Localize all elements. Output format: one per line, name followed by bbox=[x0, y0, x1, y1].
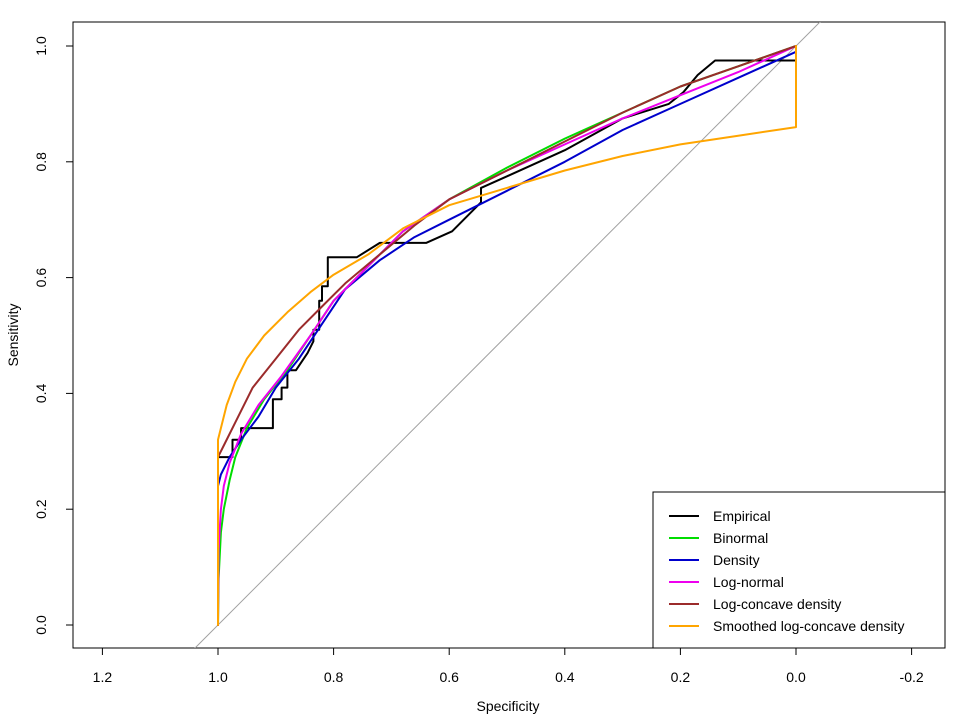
series-line-log-concave-density bbox=[217, 45, 797, 626]
legend-label-density: Density bbox=[713, 552, 760, 568]
legend-label-log-normal: Log-normal bbox=[713, 574, 784, 590]
legend-label-empirical: Empirical bbox=[713, 508, 771, 524]
x-tick-label: 0.0 bbox=[786, 669, 806, 685]
legend: Empirical Binormal Density Log-normal Log-co… bbox=[652, 491, 946, 649]
legend-label-smoothed-log-concave-density: Smoothed log-concave density bbox=[713, 618, 904, 634]
x-axis-title: Specificity bbox=[476, 698, 539, 714]
x-tick-label: 0.2 bbox=[671, 669, 691, 685]
y-axis-title: Sensitivity bbox=[5, 303, 21, 366]
series-line-smoothed-log-concave-density bbox=[217, 45, 797, 626]
x-tick-label: -0.2 bbox=[900, 669, 924, 685]
x-tick-label: 1.2 bbox=[93, 669, 113, 685]
y-axis: 0.0 0.2 0.4 0.6 0.8 1.0 bbox=[33, 36, 73, 635]
series-line-density bbox=[217, 50, 797, 487]
x-tick-label: 0.4 bbox=[555, 669, 575, 685]
x-tick-label: 0.6 bbox=[439, 669, 459, 685]
y-tick-label: 1.0 bbox=[33, 36, 49, 56]
x-axis: 1.2 1.0 0.8 0.6 0.4 0.2 0.0 -0.2 bbox=[93, 648, 924, 685]
y-tick-label: 0.2 bbox=[33, 499, 49, 519]
x-tick-label: 0.8 bbox=[324, 669, 344, 685]
legend-label-binormal: Binormal bbox=[713, 530, 768, 546]
plot-frame bbox=[72, 21, 946, 649]
series-line-log-normal bbox=[217, 45, 797, 626]
y-tick-label: 0.4 bbox=[33, 383, 49, 403]
series-line-empirical bbox=[217, 45, 797, 626]
y-tick-label: 0.6 bbox=[33, 268, 49, 288]
legend-label-log-concave-density: Log-concave density bbox=[713, 596, 841, 612]
legend-box bbox=[652, 491, 946, 649]
diagonal-reference-line bbox=[194, 22, 821, 648]
x-tick-label: 1.0 bbox=[208, 669, 228, 685]
y-tick-label: 0.0 bbox=[33, 615, 49, 635]
y-tick-label: 0.8 bbox=[33, 152, 49, 172]
